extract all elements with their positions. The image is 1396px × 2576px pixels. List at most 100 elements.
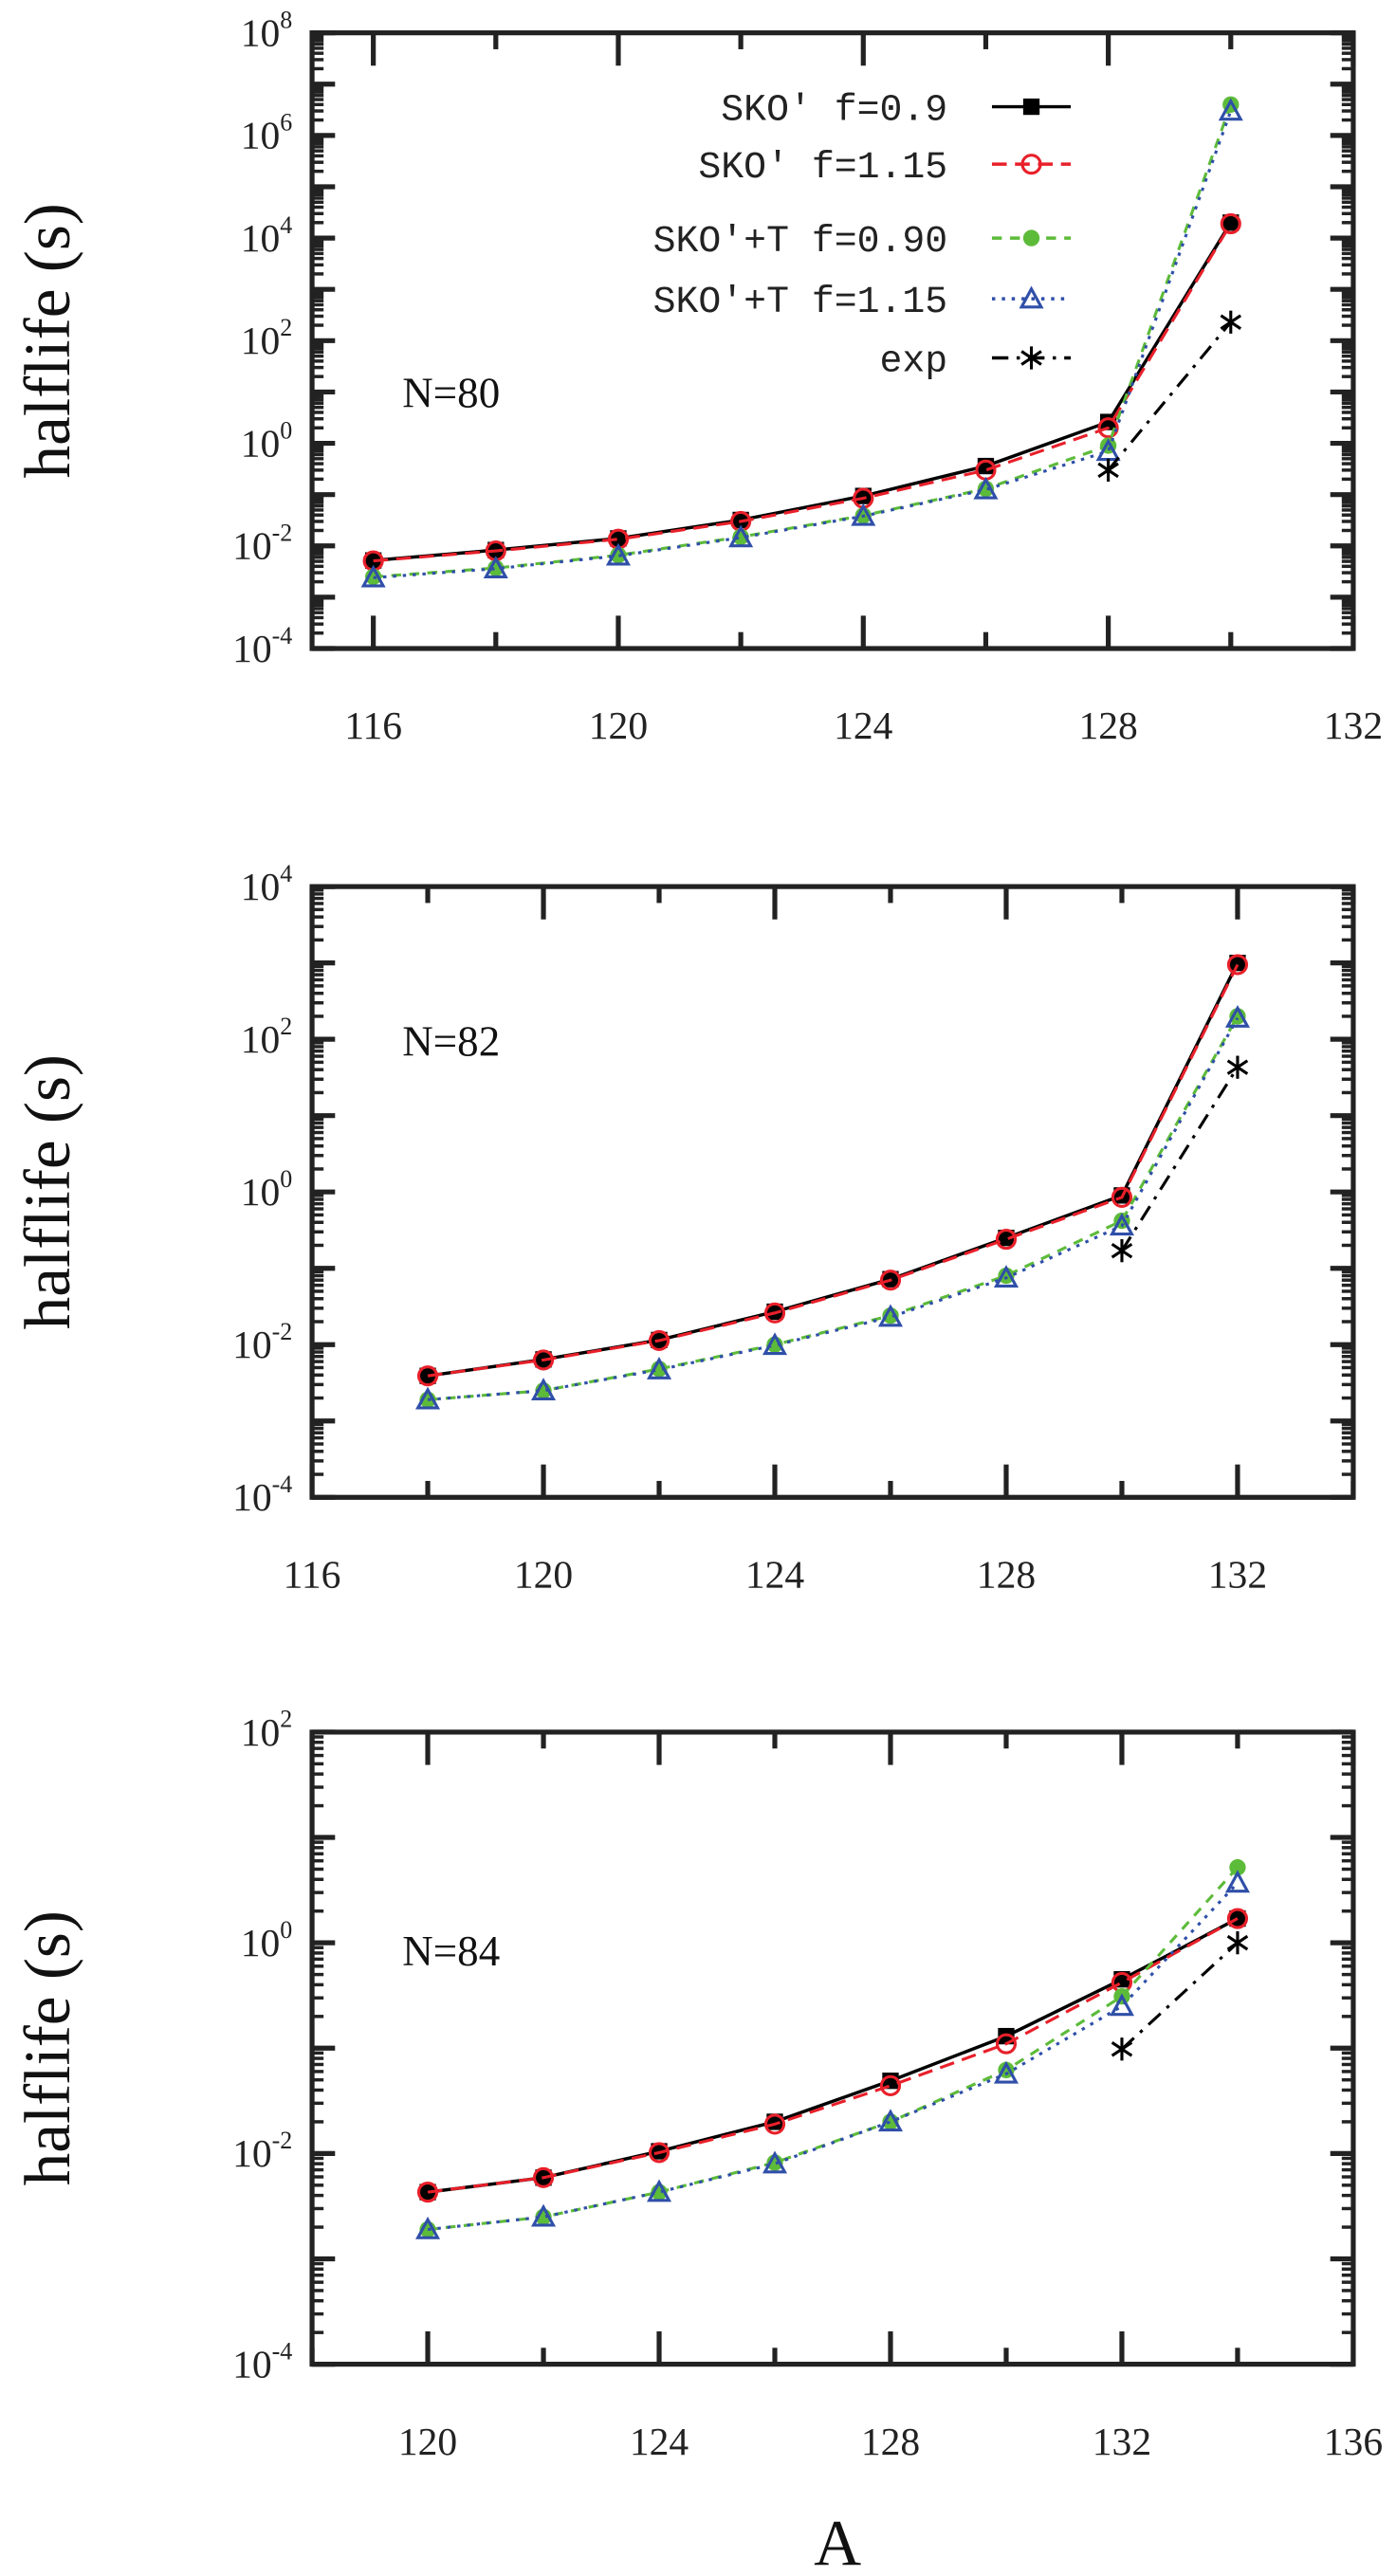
marker-asterisk	[1226, 1931, 1249, 1955]
marker-open-circle	[1220, 212, 1241, 235]
y-axis-label: halflife (s)	[10, 1054, 83, 1329]
marker-open-triangle	[605, 542, 631, 566]
series-line	[427, 1016, 1240, 1401]
x-tick-label: 120	[398, 2420, 457, 2463]
marker-open-triangle	[877, 2109, 904, 2132]
marker-asterisk	[1220, 310, 1242, 334]
x-tick-label: 120	[514, 1553, 573, 1597]
marker-open-circle	[995, 1229, 1018, 1251]
series-2	[419, 1008, 1246, 1408]
marker-open-circle	[763, 2113, 786, 2135]
series-4	[1111, 1931, 1249, 2061]
legend-label: SKO′ f=1.15	[698, 146, 947, 189]
marker-open-triangle	[1224, 1870, 1250, 1893]
asterisk-stroke	[1111, 2041, 1133, 2057]
legend-entry: SKO′ f=0.9	[721, 88, 1072, 131]
marker-square	[998, 1230, 1015, 1247]
x-tick-label: 128	[977, 1553, 1036, 1597]
series-line	[373, 223, 1233, 563]
y-tick-exponent: -4	[272, 1471, 293, 1498]
marker-square	[1099, 413, 1117, 430]
marker-open-circle	[1097, 417, 1119, 439]
y-tick-label: 100	[241, 416, 293, 465]
marker-open-circle	[879, 2074, 902, 2096]
marker-open-triangle	[762, 2150, 788, 2174]
marker-open-triangle	[483, 556, 508, 579]
plot-frame	[309, 30, 1356, 651]
marker-open-circle	[416, 2182, 439, 2203]
y-tick-exponent: -2	[272, 2127, 293, 2154]
marker-open-triangle	[1109, 1213, 1134, 1236]
marker-open-triangle	[851, 502, 876, 526]
legend-entry: exp	[880, 339, 1072, 382]
marker-asterisk	[1020, 346, 1042, 370]
asterisk-stroke	[1097, 462, 1119, 479]
y-tick-exponent: 2	[280, 1706, 292, 1733]
marker-open-circle	[532, 1349, 555, 1371]
marker-open-triangle	[728, 524, 754, 548]
legend-entry: SKO′+T f=0.90	[653, 220, 1072, 263]
y-tick-exponent: -2	[272, 1318, 293, 1345]
y-tick-label: 10-2	[232, 520, 292, 568]
asterisk-stroke	[1226, 1934, 1249, 1951]
y-tick-exponent: -2	[272, 520, 293, 547]
series-1	[416, 1908, 1249, 2203]
series-line	[427, 963, 1240, 1378]
marker-square	[1222, 214, 1240, 231]
marker-open-circle	[1020, 154, 1042, 175]
marker-open-triangle	[877, 1304, 904, 1327]
y-tick-exponent: -4	[272, 2337, 293, 2365]
x-tick-label: 120	[589, 703, 648, 747]
marker-asterisk	[1226, 1055, 1249, 1079]
series-line	[373, 103, 1233, 578]
marker-square	[1229, 954, 1246, 972]
marker-open-circle	[879, 1270, 902, 1291]
series-line	[427, 1917, 1239, 2194]
y-tick-label: 106	[241, 109, 293, 157]
marker-filled-circle	[998, 1267, 1015, 1285]
y-tick-label: 100	[241, 1916, 293, 1964]
marker-open-triangle	[647, 2179, 672, 2202]
marker-square	[610, 530, 627, 547]
x-tick-label: 136	[1324, 2420, 1383, 2463]
legend-label: SKO′ f=0.9	[721, 88, 947, 131]
marker-open-triangle	[531, 1378, 557, 1400]
asterisk-stroke	[1111, 1242, 1133, 1259]
legend-label: exp	[880, 339, 948, 382]
x-tick-label: 116	[284, 1553, 341, 1597]
series-line	[427, 1015, 1240, 1401]
y-tick-exponent: -4	[272, 622, 293, 649]
y-axis-label: halflife (s)	[10, 1910, 83, 2185]
marker-open-triangle	[360, 564, 386, 588]
y-tick-label: 108	[241, 6, 293, 54]
x-tick-label: 128	[861, 2420, 920, 2463]
marker-open-circle	[1111, 1186, 1133, 1208]
marker-square	[419, 1367, 436, 1384]
marker-open-circle	[763, 1302, 786, 1324]
legend-label: SKO′+T f=0.90	[653, 220, 948, 263]
x-tick-label: 128	[1078, 703, 1137, 747]
x-tick-label: 124	[745, 1553, 805, 1597]
marker-open-circle	[416, 1365, 439, 1387]
series-1	[416, 954, 1249, 1387]
y-tick-exponent: 6	[280, 109, 292, 137]
series-3	[415, 1005, 1250, 1410]
series-line	[1120, 1942, 1240, 2051]
marker-open-triangle	[1109, 1993, 1134, 2017]
panel-n80: 10-4 10-2 100 102 104 106 108 116 120 124 128 132 ha…	[10, 6, 1383, 747]
y-tick-label: 102	[241, 314, 293, 362]
y-tick-exponent: 2	[280, 314, 292, 341]
series-line	[427, 1917, 1239, 2194]
plot-frame	[309, 1729, 1356, 2367]
marker-asterisk	[1097, 458, 1119, 482]
series-4	[1111, 1055, 1249, 1263]
x-tick-label: 124	[834, 703, 893, 747]
marker-open-circle	[1226, 1908, 1249, 1929]
marker-open-triangle	[1224, 1005, 1250, 1028]
y-axis-label: halflife (s)	[10, 203, 83, 478]
panel-annotation: N=80	[402, 369, 500, 416]
y-tick-label: 10-4	[232, 622, 292, 670]
x-tick-label: 132	[1208, 1553, 1267, 1597]
marker-square	[1229, 1909, 1246, 1927]
